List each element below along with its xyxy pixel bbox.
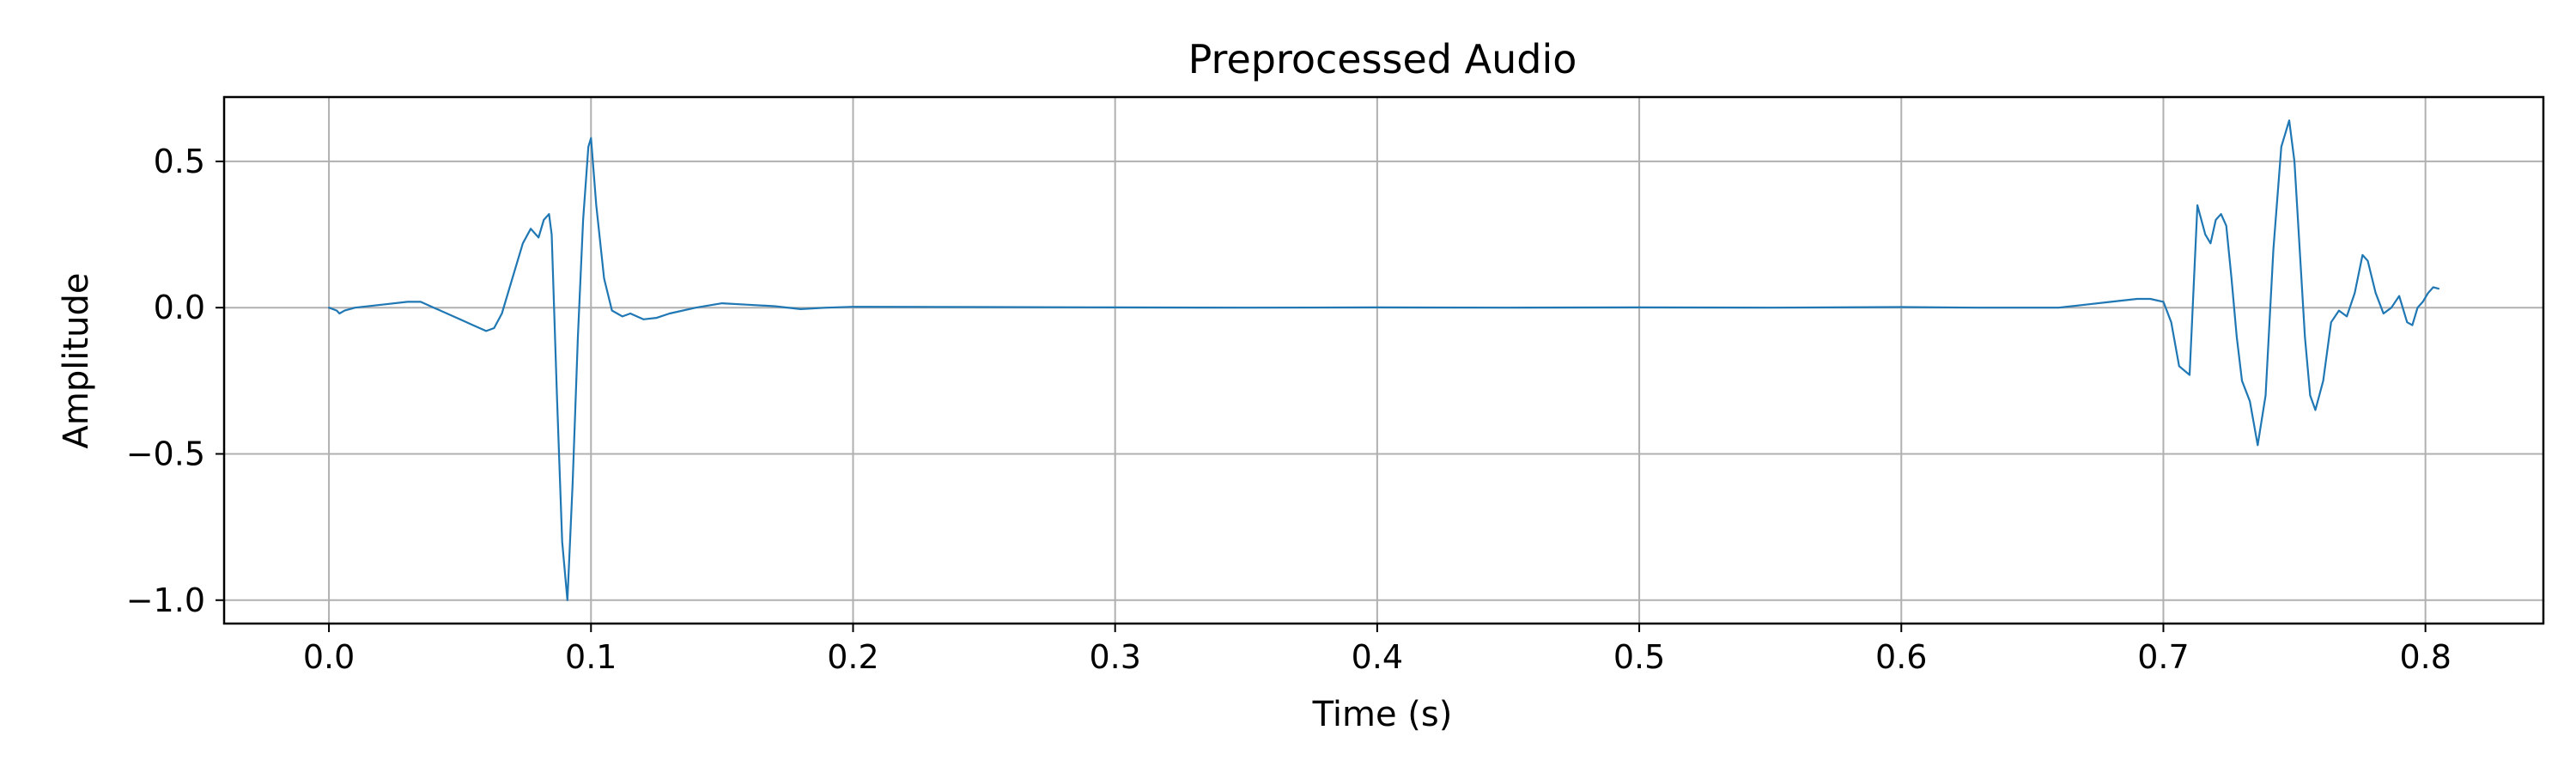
y-tick-label: −1.0 [126, 581, 205, 619]
x-axis-label: Time (s) [1312, 695, 1453, 734]
axis-ticks: 0.0 0.1 0.2 0.3 0.4 0.5 0.6 0.7 0.8 0.5 0.0 −0.5 −1.… [126, 143, 2451, 676]
grid-lines [224, 97, 2543, 624]
x-tick-label: 0.2 [827, 638, 878, 676]
plot-frame [222, 95, 2545, 625]
x-tick-label: 0.7 [2137, 638, 2189, 676]
x-tick-label: 0.6 [1875, 638, 1927, 676]
x-tick-label: 0.0 [303, 638, 355, 676]
x-tick-label: 0.1 [565, 638, 617, 676]
y-tick-label: 0.0 [154, 289, 205, 326]
x-tick-label: 0.8 [2399, 638, 2451, 676]
x-tick-label: 0.5 [1613, 638, 1665, 676]
chart-title: Preprocessed Audio [1188, 36, 1577, 82]
y-axis-label: Amplitude [57, 273, 96, 449]
series-layer [328, 119, 2439, 601]
x-tick-label: 0.3 [1089, 638, 1140, 676]
y-tick-label: −0.5 [126, 435, 205, 472]
x-tick-label: 0.4 [1352, 638, 1403, 676]
y-tick-label: 0.5 [154, 143, 205, 180]
waveform-line [328, 119, 2439, 601]
